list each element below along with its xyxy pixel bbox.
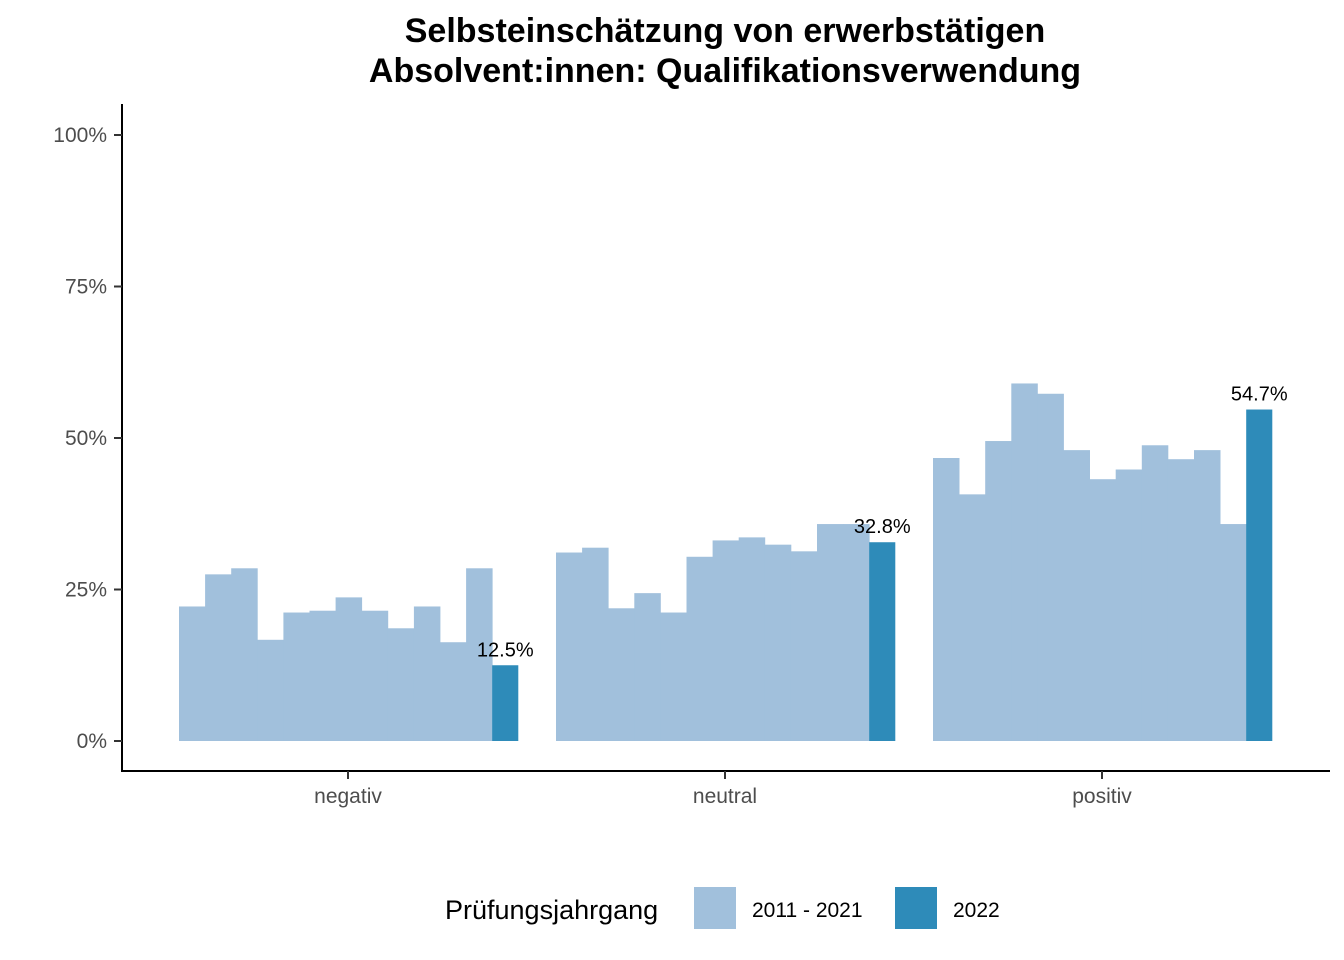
bar-positiv-2011-2021-4 xyxy=(1011,383,1038,741)
bar-negativ-2011-2021-3 xyxy=(231,568,258,741)
data-label-negativ-2022: 12.5% xyxy=(477,639,534,661)
legend-label-2022: 2022 xyxy=(953,899,1000,922)
y-tick-label: 50% xyxy=(65,427,107,450)
bar-neutral-2011-2021-11 xyxy=(817,524,844,741)
bar-negativ-2011-2021-11 xyxy=(440,642,467,741)
bar-positiv-2011-2021-10 xyxy=(1167,459,1195,741)
legend-key-2011-2021 xyxy=(694,887,736,929)
bar-neutral-2011-2021-10 xyxy=(790,551,818,741)
data-label-neutral-2022: 32.8% xyxy=(854,516,911,538)
bar-negativ-2011-2021-7 xyxy=(335,597,363,741)
legend-key-2022 xyxy=(895,887,937,929)
y-tick-label: 100% xyxy=(53,124,107,147)
bar-negativ-2011-2021-6 xyxy=(309,610,336,741)
bar-positiv-2022 xyxy=(1246,409,1273,741)
y-tick-label: 25% xyxy=(65,579,107,602)
chart-title-line-2: Absolvent:innen: Qualifikationsverwendun… xyxy=(369,52,1081,90)
chart-title-line-1: Selbsteinschätzung von erwerbstätigen xyxy=(405,12,1045,50)
x-axis-ticks: negativ neutral positiv xyxy=(314,771,1132,808)
bar-positiv-2011-2021-6 xyxy=(1063,450,1090,741)
bar-negativ-2011-2021-9 xyxy=(387,628,415,741)
bar-neutral-2022 xyxy=(869,542,896,741)
x-tick-label-negativ: negativ xyxy=(314,785,382,808)
x-tick-label-neutral: neutral xyxy=(693,785,757,808)
bar-positiv-2011-2021-1 xyxy=(933,458,960,741)
bar-neutral-2011-2021-7 xyxy=(712,540,740,741)
y-axis-ticks: 0% 25% 50% 75% 100% xyxy=(53,124,122,753)
bar-positiv-2011-2021-9 xyxy=(1141,445,1169,741)
legend-label-2011-2021: 2011 - 2021 xyxy=(752,899,863,922)
bar-positiv-2011-2021-2 xyxy=(959,494,986,741)
bar-positiv-2011-2021-11 xyxy=(1194,450,1221,741)
bar-neutral-2011-2021-6 xyxy=(686,556,713,741)
bar-neutral-2011-2021-4 xyxy=(634,593,661,741)
bar-negativ-2011-2021-12 xyxy=(466,568,493,741)
bar-neutral-2011-2021-3 xyxy=(608,608,635,741)
bar-neutral-2011-2021-5 xyxy=(660,612,687,741)
bar-negativ-2011-2021-5 xyxy=(283,612,310,741)
bar-neutral-2011-2021-12 xyxy=(843,524,870,741)
data-label-positiv-2022: 54.7% xyxy=(1231,384,1288,406)
bar-positiv-2011-2021-12 xyxy=(1220,524,1247,741)
x-tick-label-positiv: positiv xyxy=(1072,785,1132,808)
legend-title: Prüfungsjahrgang xyxy=(445,895,658,925)
bar-negativ-2011-2021-10 xyxy=(413,606,441,741)
bar-positiv-2011-2021-5 xyxy=(1037,393,1064,741)
bar-negativ-2011-2021-8 xyxy=(361,610,389,741)
bar-negativ-2011-2021-2 xyxy=(205,574,232,741)
bar-positiv-2011-2021-3 xyxy=(985,441,1012,741)
bar-positiv-2011-2021-7 xyxy=(1089,479,1117,741)
bar-neutral-2011-2021-1 xyxy=(556,552,583,741)
y-tick-label: 0% xyxy=(77,730,107,753)
bar-neutral-2011-2021-9 xyxy=(764,544,792,741)
bar-negativ-2011-2021-4 xyxy=(257,639,284,741)
bar-neutral-2011-2021-8 xyxy=(738,537,766,741)
bar-positiv-2011-2021-8 xyxy=(1115,469,1143,741)
bar-neutral-2011-2021-2 xyxy=(582,547,609,741)
bar-negativ-2011-2021-1 xyxy=(179,606,206,741)
legend: Prüfungsjahrgang 2011 - 2021 2022 xyxy=(445,887,1000,929)
plot-area: 12.5% 32.8% 54.7% xyxy=(179,383,1288,741)
bar-negativ-2022 xyxy=(492,665,519,741)
y-tick-label: 75% xyxy=(65,276,107,299)
